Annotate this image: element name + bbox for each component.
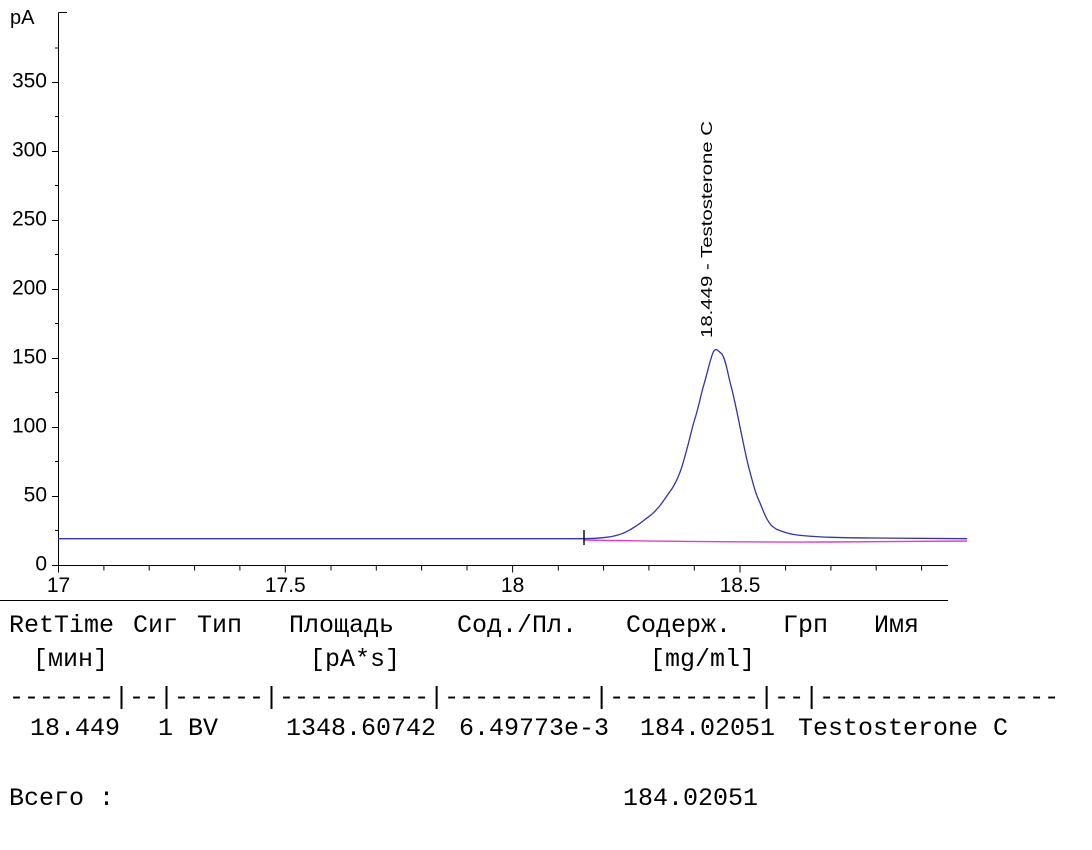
svg-text:50: 50: [24, 484, 47, 507]
svg-text:18.5: 18.5: [720, 574, 761, 597]
svg-text:100: 100: [12, 415, 47, 438]
svg-text:0: 0: [35, 553, 47, 576]
svg-text:18.449 - Testosterone C: 18.449 - Testosterone C: [699, 121, 716, 338]
svg-text:250: 250: [12, 208, 47, 231]
svg-text:17.5: 17.5: [265, 574, 306, 597]
svg-text:150: 150: [12, 346, 47, 369]
svg-text:200: 200: [12, 277, 47, 300]
svg-text:18: 18: [501, 574, 524, 597]
svg-text:pA: pA: [10, 7, 35, 29]
svg-text:350: 350: [12, 70, 47, 93]
svg-text:300: 300: [12, 139, 47, 162]
svg-text:17: 17: [47, 574, 70, 597]
